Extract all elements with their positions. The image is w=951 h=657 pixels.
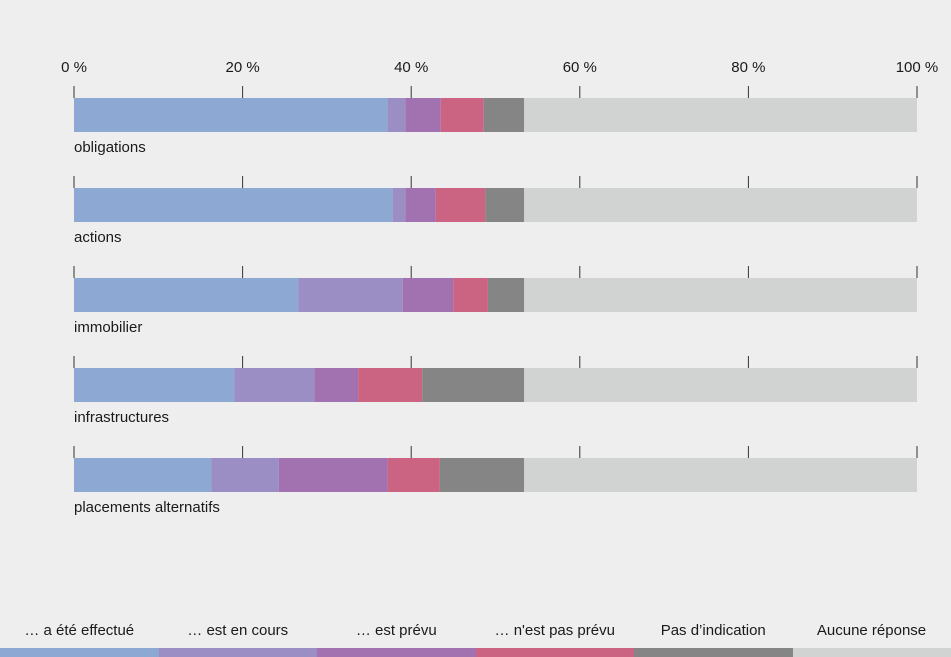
bar-segment bbox=[392, 188, 406, 222]
x-tick-label: 100 % bbox=[896, 59, 939, 76]
legend-item: … a été effectué bbox=[0, 618, 159, 657]
legend-label: Pas d’indication bbox=[660, 622, 766, 639]
bar-segment bbox=[211, 458, 279, 492]
legend-item: … est en cours bbox=[158, 618, 317, 657]
bar-segment bbox=[74, 458, 212, 492]
legend-item: Pas d’indication bbox=[634, 618, 793, 657]
x-tick-label: 20 % bbox=[225, 59, 259, 76]
bar-segment bbox=[485, 188, 525, 222]
legend-item: Aucune réponse bbox=[792, 618, 951, 657]
legend-swatch bbox=[475, 648, 634, 657]
x-tick-label: 40 % bbox=[394, 59, 428, 76]
legend-swatch bbox=[158, 648, 317, 657]
legend-label: … n'est pas prévu bbox=[494, 622, 615, 639]
bar-segment bbox=[314, 368, 359, 402]
legend-item: … est prévu bbox=[317, 618, 476, 657]
bar-segment bbox=[358, 368, 423, 402]
bar-segment bbox=[435, 188, 486, 222]
bar-segment bbox=[74, 98, 388, 132]
category-label: infrastructures bbox=[74, 409, 169, 426]
bar-segment bbox=[487, 278, 525, 312]
legend-label: … est prévu bbox=[355, 622, 437, 639]
bar-segment bbox=[402, 278, 454, 312]
bar-segment bbox=[524, 368, 917, 402]
legend-label: … est en cours bbox=[187, 622, 289, 639]
bar-segment bbox=[483, 98, 525, 132]
bar-segment bbox=[405, 98, 441, 132]
bar-segment bbox=[524, 98, 917, 132]
category-label: obligations bbox=[74, 139, 146, 156]
legend-label: … a été effectué bbox=[24, 622, 135, 639]
bar-segment bbox=[234, 368, 315, 402]
legend-swatch bbox=[0, 648, 159, 657]
legend-swatch bbox=[634, 648, 793, 657]
stacked-bar-chart: 0 % 20 % 40 % 60 % 80 % 100 % obligations actio… bbox=[61, 59, 939, 516]
bar-segment bbox=[74, 368, 235, 402]
bar-segment bbox=[524, 458, 917, 492]
category-label: immobilier bbox=[74, 319, 142, 336]
legend: … a été effectué … est en cours … est prév… bbox=[0, 618, 951, 657]
bar-segment bbox=[524, 278, 917, 312]
x-tick-label: 0 % bbox=[61, 59, 87, 76]
x-tick-label: 80 % bbox=[731, 59, 765, 76]
category-label: actions bbox=[74, 229, 122, 246]
bar-segment bbox=[278, 458, 388, 492]
x-tick-label: 60 % bbox=[563, 59, 597, 76]
bar-segment bbox=[524, 188, 917, 222]
bar-segment bbox=[74, 188, 393, 222]
bar-segment bbox=[387, 458, 440, 492]
bar-segment bbox=[439, 458, 525, 492]
category-label: placements alternatifs bbox=[74, 499, 220, 516]
legend-swatch bbox=[317, 648, 476, 657]
bar-segment bbox=[74, 278, 299, 312]
bar-segment bbox=[387, 98, 406, 132]
bar-segment bbox=[405, 188, 436, 222]
legend-item: … n'est pas prévu bbox=[475, 618, 634, 657]
bar-segment bbox=[298, 278, 403, 312]
bar-segment bbox=[440, 98, 484, 132]
bar-segment bbox=[453, 278, 488, 312]
bar-segment bbox=[422, 368, 525, 402]
legend-swatch bbox=[792, 648, 951, 657]
legend-label: Aucune réponse bbox=[816, 622, 927, 639]
